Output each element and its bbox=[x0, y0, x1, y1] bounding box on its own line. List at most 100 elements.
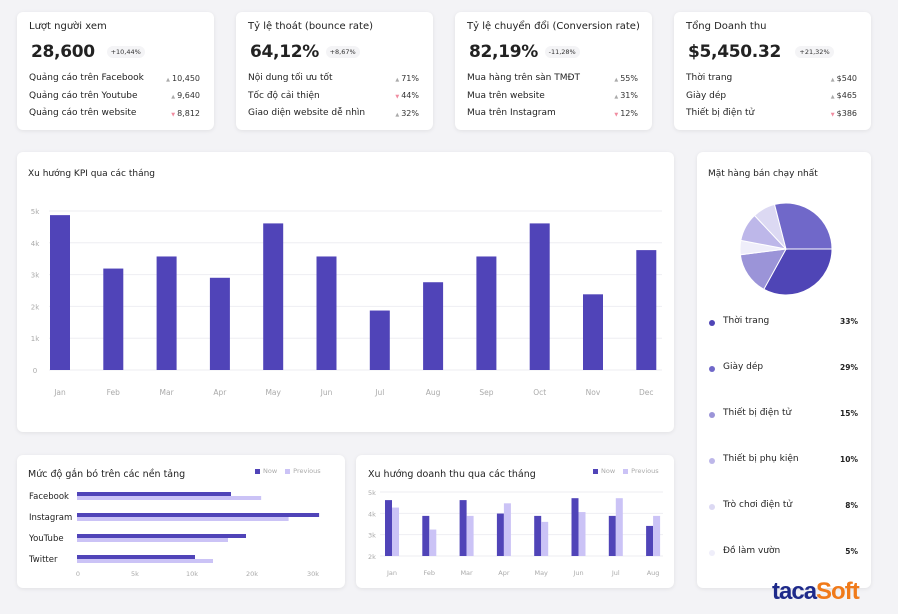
x-tick-label: Jul bbox=[374, 388, 384, 397]
legend-item: Thiết bị điện tử 15% bbox=[697, 408, 871, 422]
kpi-row-value: 71% bbox=[401, 73, 419, 83]
bar-previous-jan bbox=[392, 507, 399, 556]
kpi-row-label: Quảng cáo trên website bbox=[29, 108, 137, 118]
legend-label: Thiết bị phụ kiện bbox=[723, 454, 799, 464]
x-tick-label: 20k bbox=[246, 570, 258, 578]
kpi-row-value: 55% bbox=[620, 73, 638, 83]
kpi-row-label: Thiết bị điện tử bbox=[686, 108, 755, 118]
kpi-bar-chart: 0 1k 2k 3k 4k 5k Jan Feb Mar Apr May Jun Jul Aug Sep Oc… bbox=[31, 208, 662, 397]
y-tick-label: 4k bbox=[31, 240, 40, 248]
bar-previous-jul bbox=[615, 498, 623, 556]
legend-item: Đồ làm vườn 5% bbox=[697, 546, 871, 560]
bar-feb bbox=[103, 268, 124, 370]
kpi-card: Tỷ lệ chuyển đổi (Conversion rate) 82,19… bbox=[455, 12, 652, 130]
legend-dot-icon bbox=[709, 366, 715, 372]
category-label: YouTube bbox=[28, 534, 64, 544]
pie-slice bbox=[763, 248, 833, 296]
kpi-row-label: Giày dép bbox=[686, 90, 727, 101]
platform-engagement-card: Mức độ gắn bó trên các nền tảng Now Prev… bbox=[17, 455, 345, 588]
bar-now-may bbox=[534, 515, 542, 556]
legend-label: Đồ làm vườn bbox=[723, 546, 781, 556]
kpi-value: 28,600 bbox=[31, 42, 95, 62]
x-tick-label: May bbox=[534, 569, 548, 577]
legend-dot-icon bbox=[709, 504, 715, 510]
bar-now-mar bbox=[459, 500, 467, 556]
chart-legend: Now Previous bbox=[593, 467, 659, 475]
kpi-row-label: Tốc độ cải thiện bbox=[248, 90, 320, 101]
bar-previous-jun bbox=[578, 512, 586, 556]
arrow-up-icon: ▲ bbox=[395, 76, 400, 83]
arrow-up-icon: ▲ bbox=[830, 76, 835, 83]
legend-previous: Previous bbox=[285, 467, 321, 475]
kpi-row-value: 12% bbox=[620, 108, 638, 118]
tacasoft-logo: tacaSoft bbox=[772, 578, 860, 605]
bar-oct bbox=[529, 223, 550, 370]
legend-dot-icon bbox=[709, 320, 715, 326]
kpi-row-label: Mua hàng trên sàn TMĐT bbox=[467, 73, 580, 83]
y-tick-label: 3k bbox=[31, 272, 40, 280]
chart-title: Mặt hàng bán chạy nhất bbox=[708, 169, 818, 179]
kpi-row: Mua hàng trên sàn TMĐT ▲ 55% bbox=[467, 71, 638, 85]
chart-title: Mức độ gắn bó trên các nền tảng bbox=[28, 469, 186, 480]
y-tick-label: 2k bbox=[368, 553, 376, 561]
kpi-row: Quảng cáo trên Youtube ▲ 9,640 bbox=[29, 89, 200, 103]
x-tick-label: 30k bbox=[307, 570, 319, 578]
legend-label: Trò chơi điện tử bbox=[723, 500, 793, 510]
kpi-value: 82,19% bbox=[469, 42, 539, 62]
category-label: Twitter bbox=[28, 555, 58, 565]
kpi-row: Thiết bị điện tử ▼ $386 bbox=[686, 106, 857, 120]
legend-label: Giày dép bbox=[723, 362, 764, 372]
kpi-row: Mua trên website ▲ 31% bbox=[467, 89, 638, 103]
x-tick-label: 0 bbox=[76, 570, 80, 578]
bar-nov bbox=[583, 294, 603, 370]
bar-now-facebook bbox=[77, 492, 231, 496]
legend-item: Thiết bị phụ kiện 10% bbox=[697, 454, 871, 468]
legend-percent: 33% bbox=[840, 317, 858, 326]
x-tick-label: Aug bbox=[426, 388, 441, 397]
arrow-up-icon: ▲ bbox=[614, 76, 619, 83]
kpi-title: Tổng Doanh thu bbox=[686, 21, 767, 32]
legend-percent: 8% bbox=[845, 501, 858, 510]
legend-percent: 10% bbox=[840, 455, 858, 464]
chart-legend: Now Previous bbox=[255, 467, 321, 475]
bar-may bbox=[263, 223, 284, 370]
bar-now-jul bbox=[608, 515, 616, 556]
y-tick-label: 5k bbox=[368, 489, 376, 497]
legend-label: Thiết bị điện tử bbox=[723, 408, 792, 418]
kpi-change-badge: +21,32% bbox=[795, 46, 834, 58]
bar-mar bbox=[156, 256, 177, 370]
x-tick-label: Oct bbox=[533, 388, 546, 397]
legend-item: Thời trang 33% bbox=[697, 316, 871, 330]
platform-hbar-chart: 0 5k 10k 20k 30k Facebook Instagram YouTube Twit… bbox=[28, 492, 319, 578]
kpi-card: Lượt người xem 28,600 +10,44% Quảng cáo … bbox=[17, 12, 214, 130]
x-tick-label: 5k bbox=[131, 570, 139, 578]
x-tick-label: May bbox=[265, 388, 281, 397]
x-tick-label: Mar bbox=[460, 569, 473, 577]
x-tick-label: Jan bbox=[386, 569, 397, 577]
kpi-row: Mua trên Instagram ▼ 12% bbox=[467, 106, 638, 120]
arrow-down-icon: ▼ bbox=[395, 94, 400, 100]
kpi-row-value: 9,640 bbox=[177, 91, 200, 100]
arrow-up-icon: ▲ bbox=[171, 94, 176, 100]
legend-previous: Previous bbox=[623, 467, 659, 475]
bar-previous-twitter bbox=[77, 559, 213, 563]
legend-now: Now bbox=[593, 467, 615, 475]
kpi-row: Giao diện website dễ nhìn ▲ 32% bbox=[248, 106, 419, 120]
bar-previous-mar bbox=[466, 515, 474, 556]
x-tick-label: Apr bbox=[213, 388, 227, 397]
kpi-row: Thời trang ▲ $540 bbox=[686, 71, 857, 85]
kpi-row-value: 31% bbox=[620, 91, 638, 100]
bar-now-apr bbox=[496, 513, 504, 556]
kpi-row-value: 8,812 bbox=[177, 108, 200, 118]
bar-sep bbox=[476, 256, 497, 370]
pie-slice bbox=[773, 202, 833, 250]
x-tick-label: Dec bbox=[639, 388, 654, 397]
category-label: Instagram bbox=[29, 513, 72, 523]
kpi-card: Tỷ lệ thoát (bounce rate) 64,12% +8,67% … bbox=[236, 12, 433, 130]
kpi-row: Tốc độ cải thiện ▼ 44% bbox=[248, 89, 419, 103]
kpi-row: Quảng cáo trên website ▼ 8,812 bbox=[29, 106, 200, 120]
bar-dec bbox=[636, 250, 657, 370]
x-tick-label: Aug bbox=[647, 569, 660, 577]
kpi-row-value: 44% bbox=[401, 91, 419, 100]
kpi-row-label: Thời trang bbox=[686, 73, 733, 83]
